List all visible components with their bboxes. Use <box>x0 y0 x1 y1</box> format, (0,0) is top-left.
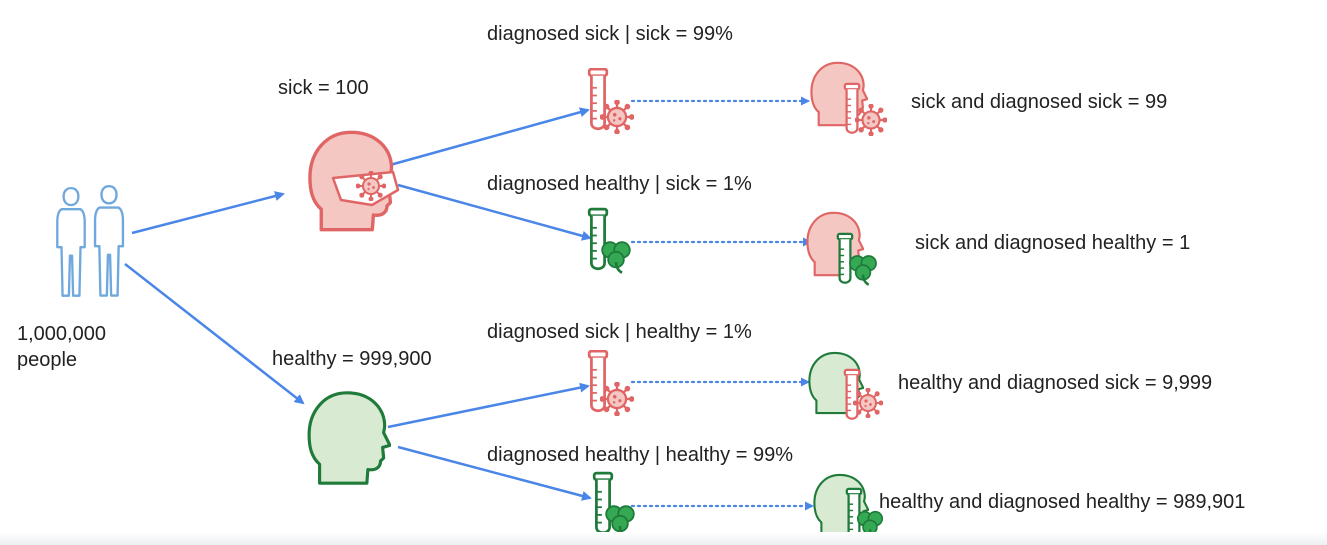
outcome-label-1: sick and diagnosed sick = 99 <box>911 91 1168 113</box>
outcome-label-4: healthy and diagnosed healthy = 989,901 <box>879 491 1246 513</box>
outcome-label-2: sick and diagnosed healthy = 1 <box>915 232 1191 254</box>
test-negative-icon-2 <box>592 471 636 538</box>
condition-label-4: diagnosed healthy | healthy = 99% <box>487 444 793 466</box>
healthy-head-icon <box>307 391 391 485</box>
condition-label-3: diagnosed sick | healthy = 1% <box>487 321 752 343</box>
sick-head-icon <box>308 130 400 232</box>
healthy-group-label: healthy = 999,900 <box>272 348 432 370</box>
people-icon <box>56 184 125 297</box>
outcome-healthy-negative-icon <box>813 473 884 540</box>
arrow-healthy-to-diag-healthy <box>397 445 592 501</box>
condition-label-2: diagnosed healthy | sick = 1% <box>487 173 752 195</box>
outcome-sick-negative-icon <box>806 211 878 286</box>
outcome-label-3: healthy and diagnosed sick = 9,999 <box>898 372 1213 394</box>
outcome-healthy-positive-icon <box>808 351 883 421</box>
sick-group-label: sick = 100 <box>278 77 369 99</box>
outcome-sick-positive-icon <box>810 61 887 136</box>
test-positive-icon-2 <box>587 350 634 416</box>
arrow-healthy-to-diag-sick <box>387 382 590 429</box>
arrow-people-to-sick <box>131 191 285 235</box>
test-positive-icon-1 <box>587 68 634 134</box>
population-count: 1,000,000 <box>17 323 106 345</box>
condition-label-1: diagnosed sick | sick = 99% <box>487 23 733 45</box>
arrow-people-to-healthy <box>124 263 305 405</box>
arrow-sick-to-diag-healthy <box>397 183 592 241</box>
arrow-sick-to-diag-sick <box>389 107 590 167</box>
test-negative-icon-1 <box>587 207 632 274</box>
population-unit: people <box>17 349 78 371</box>
bottom-edge-shade <box>0 532 1327 545</box>
